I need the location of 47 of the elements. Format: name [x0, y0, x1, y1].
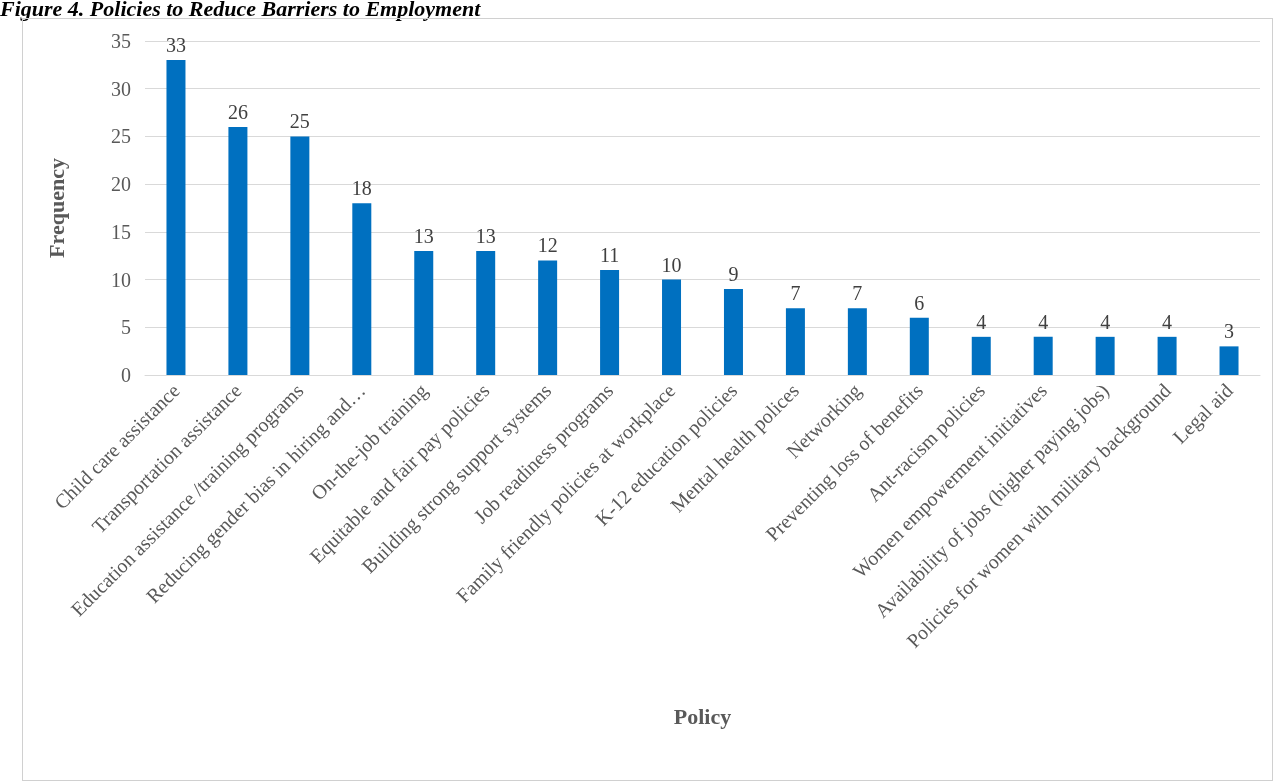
bar: [600, 270, 620, 375]
data-label: 3: [1224, 320, 1235, 343]
data-label: 33: [165, 34, 186, 57]
y-tick-label: 20: [111, 173, 131, 196]
data-label: 4: [1100, 310, 1111, 333]
bar: [662, 279, 682, 375]
bar: [352, 203, 372, 375]
data-label: 9: [728, 263, 739, 286]
bar: [971, 336, 991, 375]
bar: [1095, 336, 1115, 375]
data-label: 6: [914, 291, 925, 314]
bar: [909, 317, 929, 375]
data-label: 26: [227, 100, 248, 123]
data-label: 18: [351, 177, 372, 200]
bar: [538, 260, 558, 375]
bar: [228, 126, 248, 375]
data-label: 4: [1038, 310, 1049, 333]
data-label: 11: [599, 244, 620, 267]
y-tick-label: 25: [111, 125, 131, 148]
bar: [785, 308, 805, 375]
y-tick-label: 30: [111, 77, 131, 100]
data-label: 4: [1162, 310, 1173, 333]
bar: [476, 250, 496, 375]
bar: [1157, 336, 1177, 375]
y-tick-label: 0: [121, 364, 131, 386]
bar: [166, 60, 186, 375]
bar: [414, 250, 434, 375]
y-tick-label: 5: [121, 316, 131, 339]
bar: [1219, 346, 1239, 375]
bar: [290, 136, 310, 375]
y-tick-label: 35: [111, 30, 131, 52]
data-label: 7: [852, 282, 863, 305]
data-label: 25: [289, 110, 310, 133]
data-label: 4: [976, 310, 987, 333]
data-label: 7: [790, 282, 801, 305]
chart-title: Figure 4. Policies to Reduce Barriers to Employment: [0, 0, 481, 22]
data-label: 13: [475, 224, 496, 247]
bar: [1033, 336, 1053, 375]
y-axis-title: Frequency: [43, 158, 69, 258]
data-label: 10: [661, 253, 682, 276]
y-tick-label: 15: [111, 220, 131, 243]
data-label: 13: [413, 224, 434, 247]
y-tick-label: 10: [111, 268, 131, 291]
x-axis-title: Policy: [673, 703, 732, 729]
bar: [847, 308, 867, 375]
bar: [723, 289, 743, 375]
data-label: 12: [537, 234, 558, 257]
